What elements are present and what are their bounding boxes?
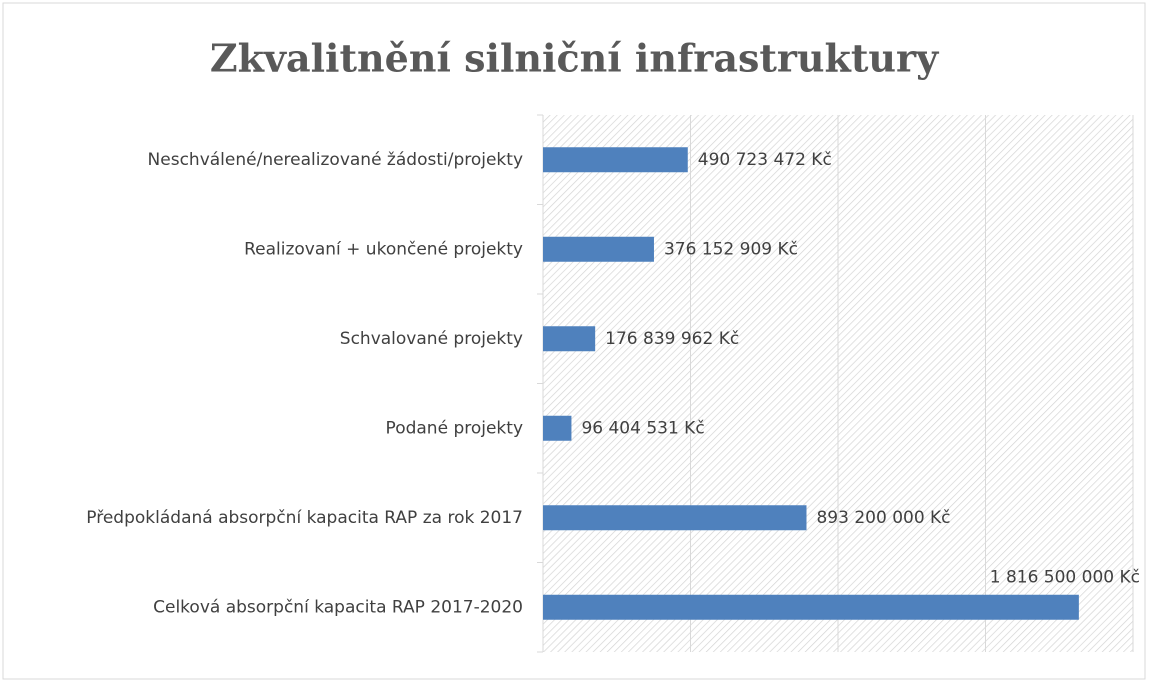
data-label: 376 152 909 Kč — [664, 239, 798, 259]
y-tick-label: Celková absorpční kapacita RAP 2017-2020 — [153, 597, 523, 617]
y-tick-label: Podané projekty — [386, 418, 523, 438]
y-tick-label: Předpokládaná absorpční kapacita RAP za … — [86, 508, 523, 528]
chart-title: Zkvalitnění silniční infrastruktury — [210, 36, 939, 81]
bar — [543, 415, 572, 441]
data-label: 490 723 472 Kč — [698, 150, 832, 170]
data-label: 96 404 531 Kč — [581, 418, 704, 438]
bar — [543, 326, 596, 352]
bar — [543, 505, 807, 531]
y-tick-label: Neschválené/nerealizované žádosti/projek… — [148, 150, 523, 170]
data-label: 176 839 962 Kč — [605, 329, 739, 349]
data-label: 1 816 500 000 Kč — [990, 567, 1140, 587]
bar — [543, 236, 654, 262]
bar — [543, 594, 1079, 620]
y-tick-label: Realizovaní + ukončené projekty — [244, 239, 523, 259]
bar — [543, 147, 688, 173]
data-label: 893 200 000 Kč — [816, 508, 950, 528]
y-tick-label: Schvalované projekty — [340, 329, 523, 349]
